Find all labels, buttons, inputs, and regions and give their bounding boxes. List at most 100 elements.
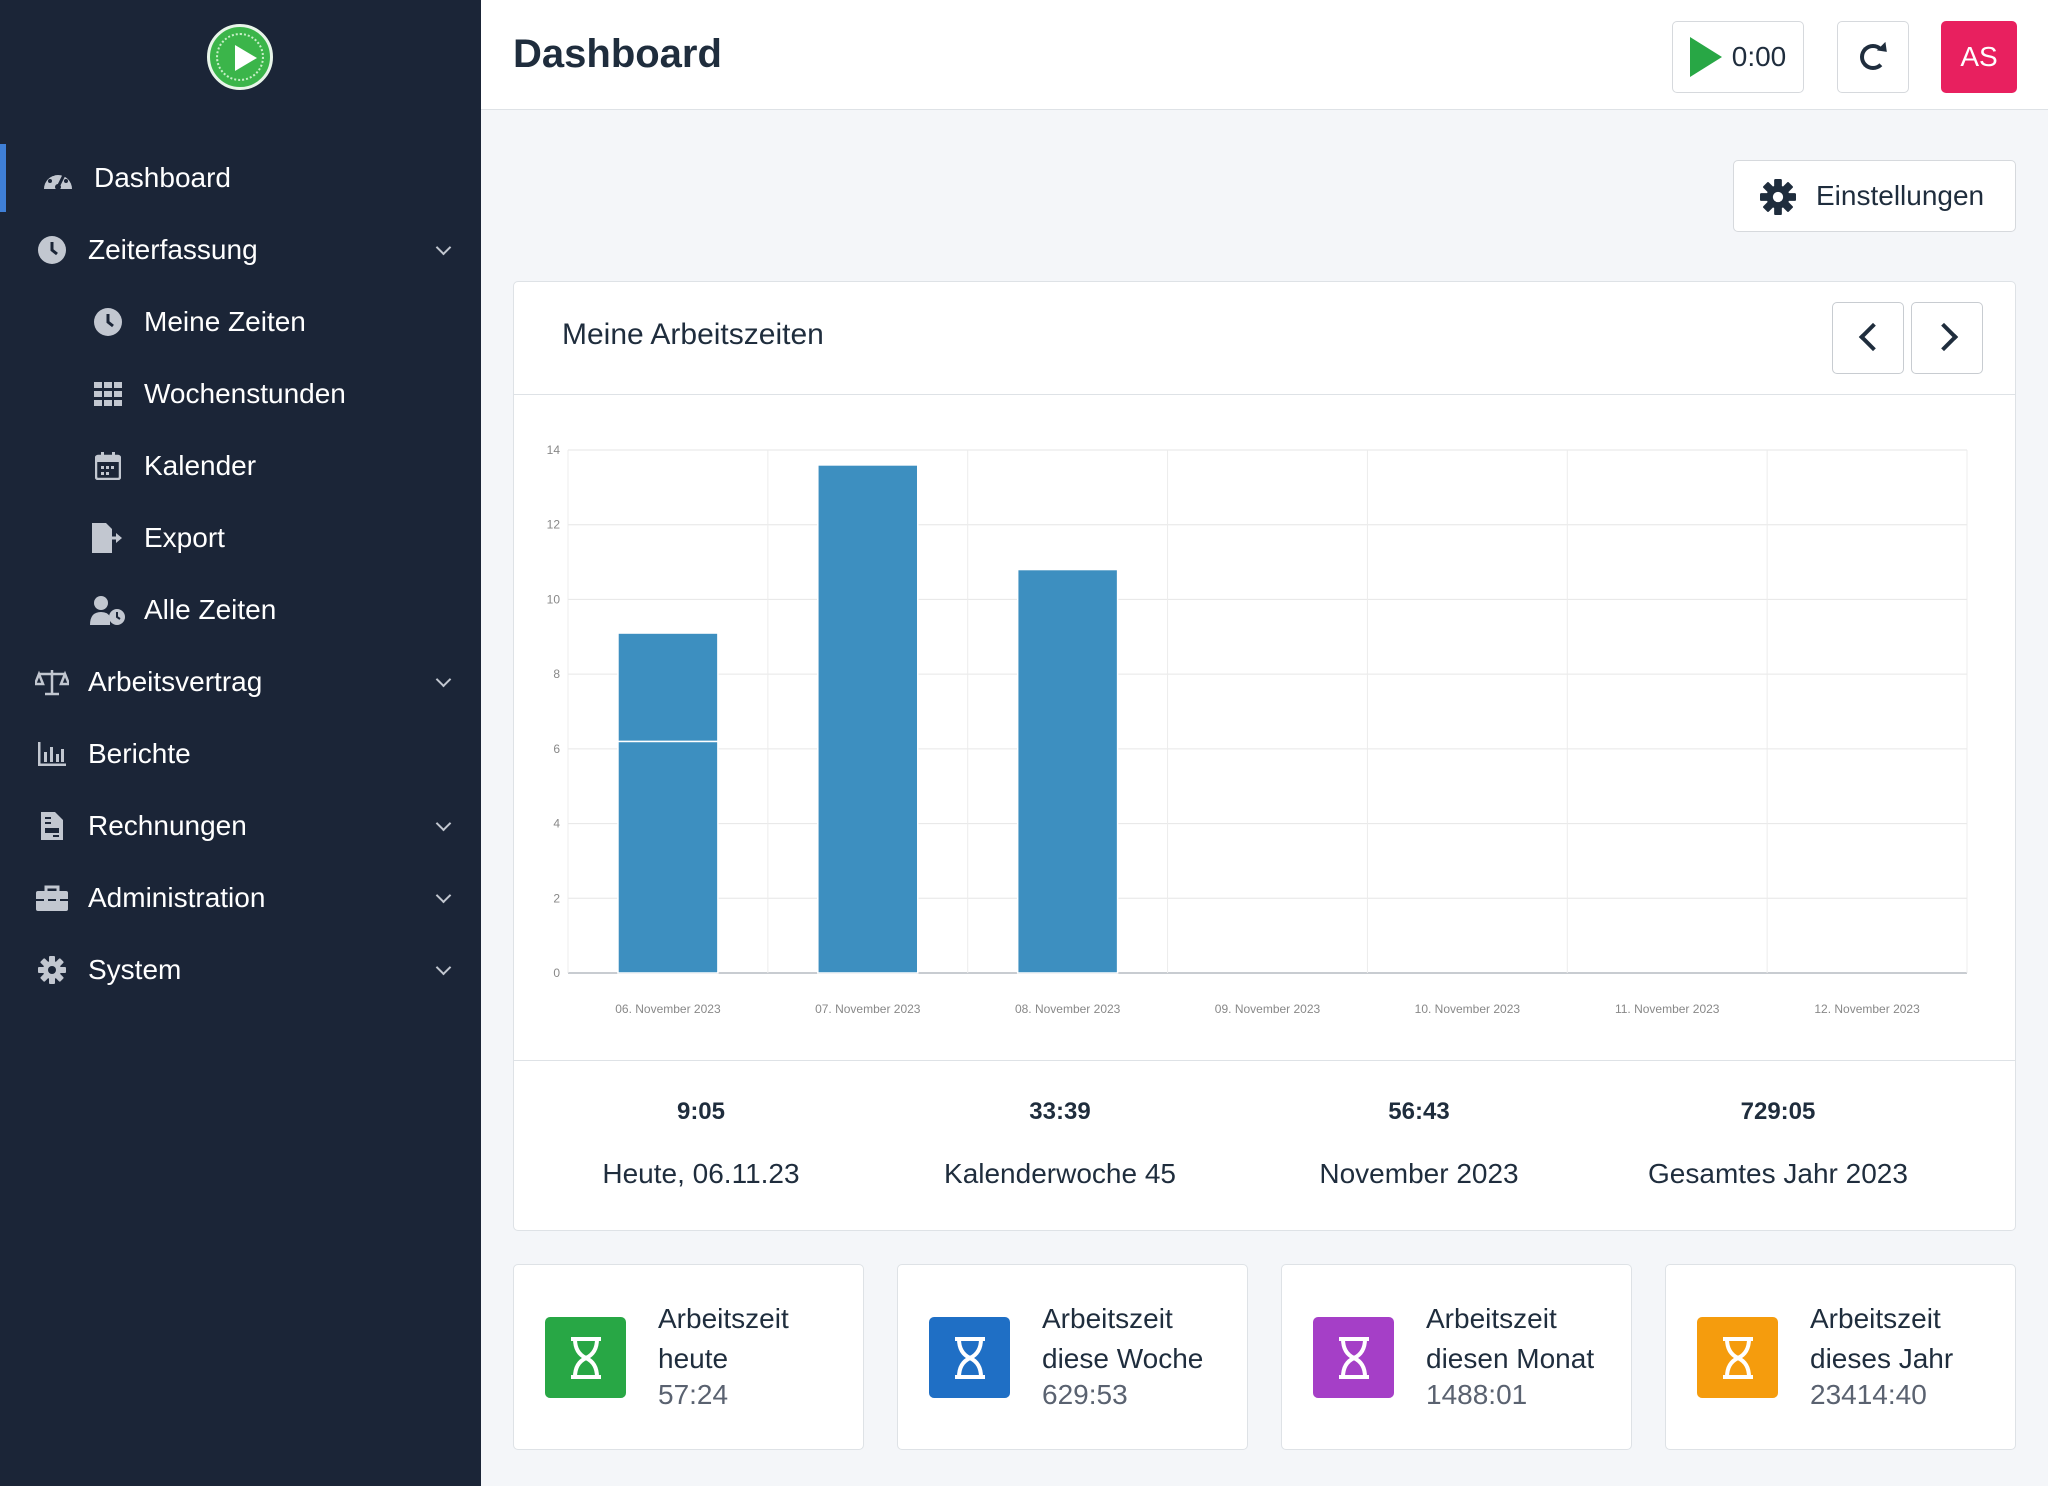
refresh-button[interactable] [1837,21,1909,93]
play-icon [1689,37,1722,77]
info-box-text: Arbeitszeit heute [658,1299,858,1379]
clock-icon [90,304,126,340]
sidebar-item-label: Alle Zeiten [144,594,277,625]
info-box-line2: diesen Monat [1426,1343,1595,1374]
y-tick-label: 10 [547,592,561,606]
chevron-right-icon [1929,322,1959,352]
x-tick-label: 09. November 2023 [1215,1002,1321,1016]
sidebar-item-export[interactable]: Export [0,504,481,572]
bar-chart-icon [34,736,70,772]
stats-divider [514,1060,2015,1061]
chevron-left-icon [1858,322,1888,352]
sidebar-item-label: Berichte [88,738,191,769]
info-box-line1: Arbeitszeit [1426,1303,1557,1334]
avatar-initials: AS [1960,41,1998,72]
sidebar-item-berichte[interactable]: Berichte [0,720,481,788]
stat-value: 33:39 [1029,1098,1091,1125]
next-week-button[interactable] [1911,302,1983,374]
chevron-down-icon [435,239,452,256]
x-tick-label: 08. November 2023 [1015,1002,1121,1016]
card-title: Meine Arbeitszeiten [562,318,824,351]
app-logo[interactable] [207,24,273,90]
bar-segment [817,464,919,974]
hourglass-icon [954,1336,985,1379]
info-box-year: Arbeitszeit dieses Jahr 23414:40 [1665,1264,2016,1450]
info-box-line2: dieses Jahr [1810,1343,1954,1374]
settings-button[interactable]: Einstellungen [1733,160,2016,232]
info-box-icon [1697,1317,1778,1398]
page-title: Dashboard [513,32,722,76]
sidebar-item-label: Dashboard [94,162,231,193]
timer-value: 0:00 [1731,41,1787,72]
hourglass-icon [570,1336,601,1379]
hourglass-icon [1722,1336,1753,1379]
x-tick-label: 10. November 2023 [1415,1002,1521,1016]
settings-label: Einstellungen [1816,180,1985,211]
info-box-today: Arbeitszeit heute 57:24 [513,1264,864,1450]
info-box-week: Arbeitszeit diese Woche 629:53 [897,1264,1248,1450]
balance-scale-icon [34,664,70,700]
sidebar-item-meine-zeiten[interactable]: Meine Zeiten [0,288,481,356]
sidebar-item-label: Zeiterfassung [88,234,258,265]
sidebar-item-label: Rechnungen [88,810,247,841]
x-tick-label: 11. November 2023 [1615,1002,1720,1016]
work-hours-chart: 0 2 4 6 8 10 12 14 06. November 2023 07. November… [547,443,1968,1016]
logo-ring [216,33,264,81]
y-tick-label: 6 [553,742,560,756]
tachometer-icon [40,160,76,196]
stat-value: 56:43 [1388,1098,1450,1125]
gear-icon [1760,179,1796,215]
info-box-text: Arbeitszeit dieses Jahr [1810,1299,2010,1379]
info-box-line2: heute [658,1343,729,1374]
info-box-text: Arbeitszeit diese Woche [1042,1299,1242,1379]
x-tick-label: 12. November 2023 [1814,1002,1920,1016]
sidebar-item-label: Kalender [144,450,257,481]
sidebar-item-zeiterfassung[interactable]: Zeiterfassung [0,216,481,284]
info-box-value: 23414:40 [1810,1379,1927,1410]
previous-week-button[interactable] [1832,302,1904,374]
stat-label: November 2023 [1319,1158,1519,1189]
sidebar-item-label: Meine Zeiten [144,306,306,337]
sidebar-item-label: Export [144,522,225,553]
play-icon [235,45,257,71]
y-tick-label: 12 [547,518,561,532]
sidebar-item-rechnungen[interactable]: Rechnungen [0,792,481,860]
timer-button[interactable]: 0:00 [1672,21,1804,93]
info-box-month: Arbeitszeit diesen Monat 1488:01 [1281,1264,1632,1450]
x-tick-label: 07. November 2023 [815,1002,921,1016]
info-box-icon [1313,1317,1394,1398]
user-avatar-button[interactable]: AS [1941,21,2017,93]
work-hours-card: Meine Arbeitszeiten 0 2 4 6 8 10 12 14 06. Novem… [513,281,2016,1231]
bar-segment [1016,568,1119,974]
user-clock-icon [90,592,126,628]
stat-value: 9:05 [676,1098,726,1125]
hourglass-icon [1338,1336,1369,1379]
sidebar-item-arbeitsvertrag[interactable]: Arbeitsvertrag [0,648,481,716]
y-tick-label: 8 [553,667,560,681]
chevron-down-icon [435,815,452,832]
top-header: Dashboard 0:00 AS [481,0,2048,110]
info-box-text: Arbeitszeit diesen Monat [1426,1299,1626,1379]
calendar-icon [90,448,126,484]
sidebar-item-wochenstunden[interactable]: Wochenstunden [0,360,481,428]
info-box-line1: Arbeitszeit [1810,1303,1941,1334]
sidebar-item-label: Arbeitsvertrag [88,666,263,697]
chevron-down-icon [435,959,452,976]
sidebar-item-system[interactable]: System [0,936,481,1004]
info-box-line1: Arbeitszeit [658,1303,789,1334]
file-export-icon [90,520,126,556]
sidebar-item-administration[interactable]: Administration [0,864,481,932]
sidebar-item-kalender[interactable]: Kalender [0,432,481,500]
stat-label: Kalenderwoche 45 [944,1158,1176,1189]
info-box-icon [545,1317,626,1398]
y-tick-label: 0 [553,966,560,980]
stat-label: Heute, 06.11.23 [602,1158,800,1189]
clock-icon [34,232,70,268]
card-header-divider [514,394,2015,395]
sidebar-item-dashboard[interactable]: Dashboard [0,144,481,212]
bar-segment [617,632,719,743]
invoice-icon [34,808,70,844]
y-tick-label: 14 [547,443,561,457]
sidebar-item-alle-zeiten[interactable]: Alle Zeiten [0,576,481,644]
info-box-value: 1488:01 [1426,1379,1528,1410]
